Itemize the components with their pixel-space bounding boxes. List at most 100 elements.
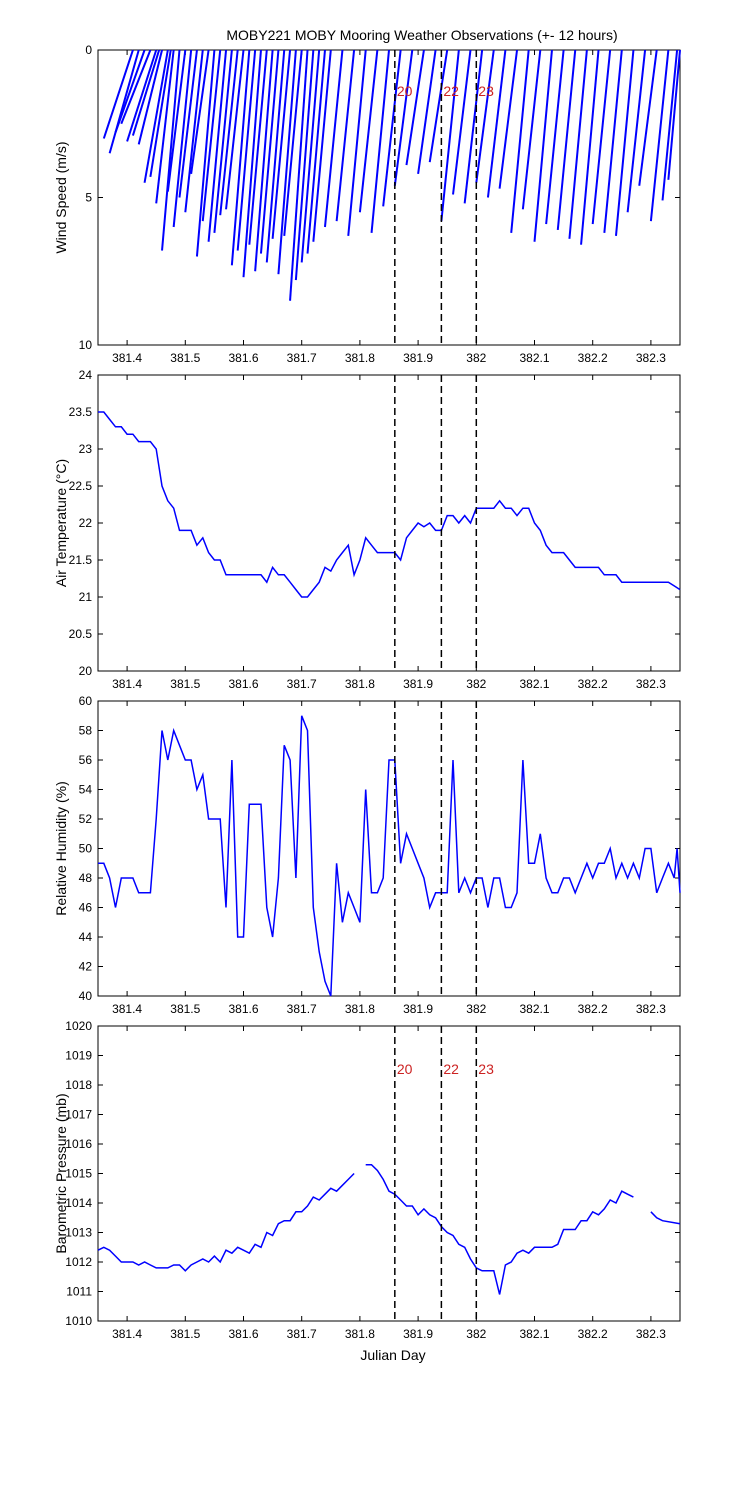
panels-container: 381.4 381.5 381.6 381.7 381.8 381.9 382 382.1 38… <box>53 43 681 1341</box>
series-line <box>365 1163 634 1295</box>
y-tick-label: 0 <box>85 43 92 57</box>
wind-vector <box>626 49 647 213</box>
wind-vector <box>347 49 367 236</box>
wind-vector <box>277 49 297 275</box>
wind-vector <box>661 49 679 201</box>
x-tick-label: 382.2 <box>578 677 608 691</box>
series-line <box>650 1211 681 1225</box>
y-tick-label: 60 <box>79 694 93 708</box>
wind-vector <box>428 49 449 163</box>
wind-vector <box>452 49 472 195</box>
series-line <box>98 411 681 598</box>
wind-vector <box>254 49 274 272</box>
x-tick-label: 381.9 <box>403 677 433 691</box>
y-tick-label: 24 <box>79 368 93 382</box>
x-tick-label: 382 <box>466 351 486 365</box>
wind-vector <box>213 49 233 233</box>
panel-1: 381.4 381.5 381.6 381.7 381.8 381.9 382 382.1 38… <box>53 43 681 365</box>
x-tick-label: 381.4 <box>112 1327 142 1341</box>
y-tick-label: 23 <box>79 442 93 456</box>
x-tick-label: 381.5 <box>170 677 200 691</box>
y-tick-label: 1018 <box>65 1078 92 1092</box>
wind-vector <box>521 49 542 210</box>
x-tick-label: 381.4 <box>112 351 142 365</box>
y-tick-label: 20 <box>79 664 93 678</box>
wind-vector <box>219 49 239 216</box>
wind-vector <box>190 49 210 175</box>
series-line <box>97 1172 355 1272</box>
y-tick-label: 1011 <box>66 1285 92 1299</box>
wind-vector <box>143 49 169 183</box>
x-tick-label: 381.9 <box>403 1002 433 1016</box>
wind-vector <box>259 49 280 254</box>
x-tick-label: 381.6 <box>228 1327 258 1341</box>
wind-vector <box>498 49 519 189</box>
wind-vector <box>137 49 163 145</box>
y-tick-label: 50 <box>79 842 93 856</box>
wind-vector <box>335 49 356 222</box>
x-tick-label: 382 <box>466 1327 486 1341</box>
wind-vector <box>667 49 681 180</box>
wind-vector <box>417 49 437 175</box>
wind-vector <box>283 49 303 236</box>
x-tick-label: 381.8 <box>345 677 375 691</box>
y-axis-label: Barometric Pressure (mb) <box>53 1093 69 1253</box>
wind-vector <box>312 49 332 242</box>
wind-vector <box>486 49 507 198</box>
y-tick-label: 22.5 <box>69 479 93 493</box>
y-tick-label: 5 <box>85 191 92 205</box>
wind-vector <box>120 49 152 125</box>
x-tick-label: 381.8 <box>345 1327 375 1341</box>
wind-vector <box>294 49 315 281</box>
wind-vector <box>131 49 161 136</box>
x-tick-label: 381.5 <box>170 351 200 365</box>
x-tick-label: 381.7 <box>287 1327 317 1341</box>
wind-vector <box>591 49 612 225</box>
y-tick-label: 56 <box>79 753 93 767</box>
x-tick-label: 382.3 <box>636 677 666 691</box>
y-tick-label: 48 <box>79 871 93 885</box>
x-tick-label: 382.3 <box>636 351 666 365</box>
wind-vector <box>155 49 175 204</box>
x-tick-label: 381.7 <box>287 677 317 691</box>
wind-vector <box>126 49 158 142</box>
y-tick-label: 22 <box>79 516 93 530</box>
wind-vector <box>510 49 530 233</box>
series-line <box>98 715 681 997</box>
x-tick-label: 382.2 <box>578 351 608 365</box>
wind-vector <box>242 49 262 278</box>
x-tick-label: 381.7 <box>287 351 317 365</box>
x-tick-label: 382 <box>466 1002 486 1016</box>
wind-vector <box>265 49 286 263</box>
figure-title: MOBY221 MOBY Mooring Weather Observation… <box>226 27 617 43</box>
x-tick-label: 382.2 <box>578 1002 608 1016</box>
wind-vector <box>638 49 658 186</box>
y-tick-label: 1013 <box>65 1226 92 1240</box>
wind-vector <box>161 49 181 251</box>
wind-vector <box>166 49 187 192</box>
event-label: 23 <box>478 83 494 99</box>
x-tick-label: 381.9 <box>403 351 433 365</box>
wind-vector <box>248 49 268 245</box>
y-axis-label: Air Temperature (°C) <box>53 459 69 587</box>
y-tick-label: 20.5 <box>69 627 93 641</box>
y-tick-label: 1015 <box>65 1167 92 1181</box>
wind-vector <box>545 49 565 225</box>
y-tick-label: 1020 <box>65 1019 92 1033</box>
wind-vector <box>580 49 600 245</box>
y-tick-label: 21 <box>79 590 93 604</box>
y-tick-label: 58 <box>79 724 93 738</box>
event-label: 20 <box>397 1061 413 1077</box>
wind-vector <box>225 49 245 210</box>
wind-vector <box>108 49 140 154</box>
y-tick-label: 54 <box>79 783 93 797</box>
wind-vector <box>533 49 553 242</box>
y-tick-label: 1010 <box>65 1314 92 1328</box>
x-tick-label: 381.4 <box>112 677 142 691</box>
x-tick-label: 382.1 <box>519 1327 549 1341</box>
x-tick-label: 382.3 <box>636 1002 666 1016</box>
event-label: 23 <box>478 1061 494 1077</box>
wind-vector <box>102 49 134 139</box>
event-label: 22 <box>443 1061 459 1077</box>
